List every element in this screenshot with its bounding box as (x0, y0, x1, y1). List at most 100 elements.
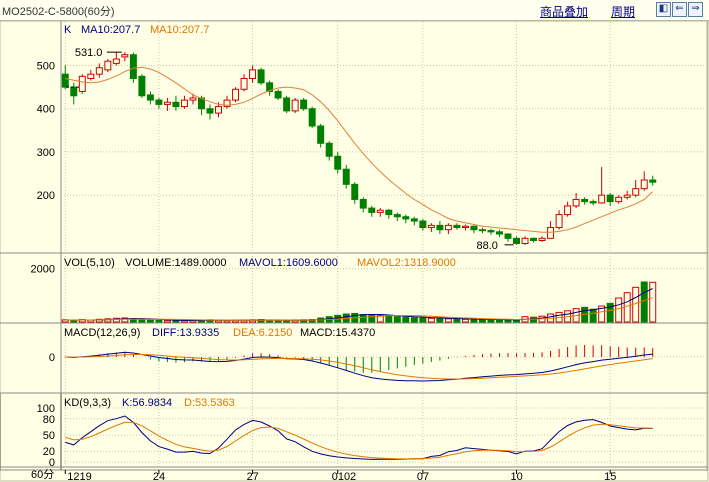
candle-body-56 (538, 237, 546, 241)
candle-body-60 (572, 198, 580, 207)
arrow-left-icon[interactable]: ⇐ (672, 2, 687, 17)
candle-35 (359, 197, 367, 213)
candle-69 (649, 175, 657, 186)
candle-body-33 (342, 168, 350, 185)
y-tick-kd-1: 80 (43, 414, 55, 426)
candle-41 (410, 216, 418, 226)
candle-25 (274, 89, 282, 101)
symbol-label: MO2502-C-5800(60分) (2, 6, 115, 18)
title-bar: MO2502-C-5800(60分) 商品叠加 周期 ◧ ⇐ ⇒ (0, 0, 709, 21)
volume-bar-50 (487, 319, 495, 323)
candle-body-11 (155, 99, 163, 105)
candle-3 (87, 69, 95, 81)
y-tick-main-0: 500 (37, 61, 55, 73)
y-tick-kd-0: 100 (37, 403, 55, 415)
candle-4 (95, 63, 103, 78)
zoom-in-icon[interactable]: ◧ (656, 2, 671, 17)
candle-53 (513, 236, 520, 245)
candle-body-46 (453, 224, 461, 229)
candle-body-3 (87, 73, 95, 79)
volume-bar-65 (615, 297, 623, 323)
mavol2-value: MAVOL2:1318.9000 (357, 257, 456, 269)
x-tick-0: 1219 (67, 471, 91, 482)
candle-body-12 (163, 101, 171, 105)
panel-frames (0, 20, 709, 482)
candle-13 (172, 95, 180, 111)
candle-body-64 (606, 194, 614, 203)
candle-59 (564, 201, 572, 217)
candle-body-23 (257, 69, 265, 84)
volume-bar-51 (496, 319, 503, 323)
x-axis: 60分 1219 24 27 0102 07 10 15 (31, 468, 616, 482)
candle-68 (640, 171, 648, 191)
volume-bar-1 (70, 319, 78, 323)
candle-6 (112, 52, 120, 66)
candle-body-31 (325, 142, 333, 157)
candle-body-36 (368, 207, 376, 213)
candle-body-44 (436, 224, 444, 231)
candle-body-17 (206, 108, 214, 114)
candle-43 (427, 223, 435, 232)
candle-body-38 (385, 209, 393, 216)
candle-42 (419, 218, 427, 231)
volume-bar-9 (138, 319, 146, 323)
candle-body-55 (530, 237, 538, 241)
candle-33 (342, 164, 350, 189)
y-tick-kd-4: 0 (49, 457, 55, 469)
volume-bar-62 (589, 308, 597, 323)
candle-body-54 (521, 237, 529, 245)
candle-39 (393, 212, 401, 222)
candle-9 (138, 74, 146, 98)
d-line (65, 421, 653, 460)
candle-body-52 (504, 233, 512, 239)
candle-body-14 (180, 99, 188, 108)
candle-body-53 (513, 237, 520, 245)
candle-11 (155, 97, 163, 109)
candle-body-47 (461, 225, 469, 229)
candle-38 (385, 208, 393, 219)
candle-21 (240, 74, 248, 92)
y-tick-main-1: 400 (37, 104, 55, 116)
candle-body-67 (632, 188, 640, 196)
candle-19 (223, 95, 231, 109)
macd-value: MACD:15.4370 (300, 327, 375, 339)
volume-bar-48 (470, 318, 478, 323)
volume-bar-63 (598, 305, 606, 323)
candle-55 (530, 237, 538, 243)
candle-20 (232, 87, 240, 103)
arrow-right-icon[interactable]: ⇒ (688, 2, 703, 17)
candle-60 (572, 192, 580, 209)
volume-bar-11 (155, 319, 163, 323)
candle-7 (121, 52, 129, 62)
ma10-legend-dup: MA10:207.7 (150, 24, 209, 36)
volume-bar-69 (649, 281, 657, 323)
candle-32 (334, 151, 342, 174)
candle-47 (461, 224, 469, 231)
candle-12 (163, 97, 171, 111)
candle-body-40 (402, 216, 410, 220)
macd-legend: MACD(12,26,9) (64, 327, 140, 339)
candle-body-37 (376, 209, 384, 213)
candle-body-61 (581, 198, 589, 203)
overlay-button[interactable]: 商品叠加 (540, 5, 589, 19)
candle-36 (368, 205, 376, 217)
candle-body-49 (478, 229, 486, 232)
volume-bar-42 (419, 317, 427, 323)
candle-2 (78, 74, 86, 94)
volume-bar-40 (402, 316, 410, 323)
volume-bar-7 (121, 317, 129, 323)
candle-body-22 (249, 69, 257, 79)
volume-bar-52 (504, 319, 512, 323)
candle-body-25 (274, 90, 282, 99)
y-tick-main-2: 300 (37, 147, 55, 159)
macd-panel: MACD(12,26,9) DIFF:13.9335 DEA:6.2150 MA… (49, 327, 707, 382)
period-button[interactable]: 周期 (611, 5, 636, 19)
candle-body-43 (427, 224, 435, 229)
candle-22 (249, 65, 257, 83)
volume-bar-4 (95, 318, 103, 323)
candle-body-20 (232, 88, 240, 101)
volume-bar-41 (410, 317, 418, 323)
candle-body-51 (496, 231, 503, 235)
